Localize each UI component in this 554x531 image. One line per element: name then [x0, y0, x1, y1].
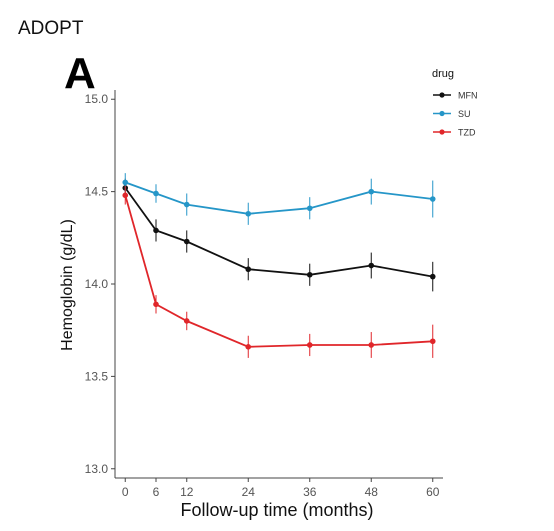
legend-label-tzd: TZD — [458, 128, 476, 138]
data-point-mfn — [245, 266, 252, 273]
y-tick-label: 13.0 — [85, 462, 109, 476]
y-tick-label: 15.0 — [85, 92, 109, 106]
data-point-tzd — [153, 301, 159, 308]
series-mfn — [122, 178, 436, 292]
panel-label: A — [64, 49, 96, 98]
x-tick-label: 36 — [303, 485, 317, 499]
data-point-su — [429, 196, 436, 202]
data-point-tzd — [245, 344, 252, 350]
series-line-tzd — [124, 195, 433, 348]
data-point-su — [245, 210, 252, 217]
data-point-mfn — [153, 227, 159, 234]
legend-label-su: SU — [458, 109, 471, 119]
x-tick-label: 24 — [242, 485, 256, 499]
legend: drug MFN SU TZD — [432, 68, 478, 138]
data-point-tzd — [368, 342, 375, 348]
x-tick-label: 0 — [122, 485, 129, 499]
series-su — [122, 173, 436, 225]
data-point-tzd — [122, 192, 129, 199]
data-point-mfn — [183, 238, 190, 245]
data-point-su — [306, 205, 313, 212]
legend-marker-mfn — [439, 92, 445, 98]
y-tick-label: 13.5 — [85, 369, 109, 383]
data-point-mfn — [306, 271, 313, 278]
series-line-mfn — [124, 187, 433, 278]
data-point-mfn — [368, 262, 375, 269]
data-point-tzd — [429, 338, 436, 345]
legend-marker-su — [439, 110, 445, 117]
series-layer — [122, 173, 436, 358]
y-axis-label: Hemoglobin (g/dL) — [59, 219, 76, 351]
x-axis-label: Follow-up time (months) — [180, 500, 373, 520]
axes: 13.0 13.5 14.0 14.5 15.0 0 6 12 24 36 48 60 — [85, 90, 443, 499]
data-point-su — [122, 179, 129, 186]
data-point-su — [153, 190, 159, 197]
series-line-su — [124, 181, 433, 215]
legend-title: drug — [432, 68, 454, 80]
y-tick-label: 14.5 — [85, 185, 109, 199]
x-tick-label: 60 — [426, 485, 440, 499]
data-point-tzd — [183, 318, 190, 324]
legend-marker-tzd — [439, 129, 445, 135]
legend-label-mfn: MFN — [458, 91, 478, 101]
figure-header: ADOPT — [18, 18, 84, 39]
x-tick-label: 48 — [365, 485, 379, 499]
data-point-su — [183, 201, 190, 208]
x-tick-label: 12 — [180, 485, 194, 499]
series-tzd — [122, 186, 436, 358]
x-tick-label: 6 — [153, 485, 160, 499]
data-point-su — [368, 188, 375, 195]
data-point-mfn — [429, 273, 436, 280]
data-point-tzd — [306, 342, 313, 348]
y-tick-label: 14.0 — [85, 277, 109, 291]
